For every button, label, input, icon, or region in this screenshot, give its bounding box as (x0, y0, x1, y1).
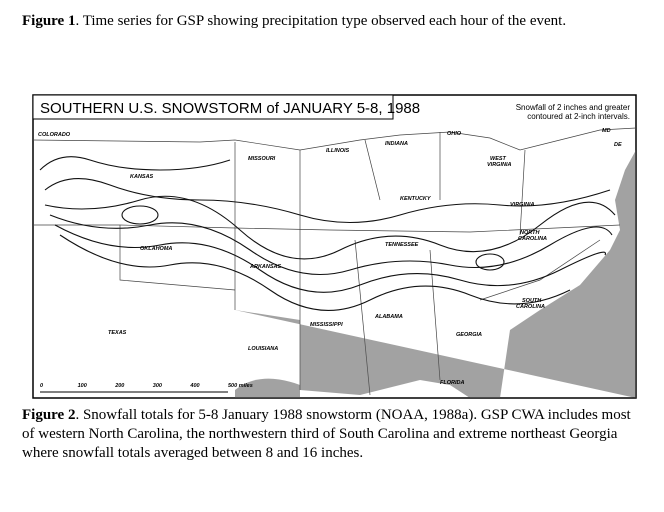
figure-label: Figure 1 (22, 13, 76, 29)
state-label-line: SOUTH (522, 298, 542, 304)
contour (54, 224, 606, 293)
state-label: COLORADO (38, 132, 71, 138)
figure1-caption: Figure 1. Time series for GSP showing pr… (22, 12, 642, 31)
state-label: KENTUCKY (400, 196, 432, 202)
scale-label: 100 (78, 383, 87, 389)
state-label-line: CAROLINA (518, 236, 547, 242)
contour (39, 156, 231, 171)
contour (44, 178, 611, 223)
state-label: GEORGIA (456, 332, 482, 338)
state-label: TENNESSEE (385, 242, 419, 248)
state-label: FLORIDA (440, 380, 464, 386)
state-label: LOUISIANA (248, 346, 278, 352)
scale-label: 200 (114, 383, 124, 389)
state-label: WEST VIRGINIA (487, 156, 511, 168)
figure-label: Figure 2 (22, 407, 76, 423)
figure2-caption: Figure 2. Snowfall totals for 5-8 Januar… (22, 406, 642, 463)
scale-label: 0 (40, 383, 43, 389)
state-label: OKLAHOMA (140, 246, 172, 252)
state-label-line: NORTH (520, 230, 540, 236)
state-label: KANSAS (130, 174, 154, 180)
contour (44, 195, 616, 260)
note-line: Snowfall of 2 inches and greater (516, 103, 631, 112)
boundary (32, 127, 637, 151)
note-line: contoured at 2-inch intervals. (527, 112, 630, 121)
state-label-line: VIRGINIA (487, 162, 511, 168)
ocean (235, 150, 636, 398)
state-label: DE (614, 142, 622, 148)
state-label: OHIO (447, 131, 462, 137)
caption-text: . Time series for GSP showing precipitat… (75, 13, 567, 29)
title-box (32, 94, 394, 120)
state-label: INDIANA (385, 141, 408, 147)
state-label-line: WEST (490, 156, 507, 162)
state-label: NORTH CAROLINA (518, 230, 547, 242)
scale-label: 300 (153, 383, 162, 389)
state-label: MISSOURI (248, 156, 276, 162)
contour (475, 253, 505, 271)
state-label-line: CAROLINA (516, 304, 545, 310)
state-label: ARKANSAS (249, 264, 282, 270)
caption-text: . Snowfall totals for 5-8 January 1988 s… (22, 407, 631, 461)
state-label: SOUTH CAROLINA (516, 298, 545, 310)
scale-labels: 0 100 200 300 400 500 miles (40, 383, 253, 389)
state-label: MD (602, 128, 611, 134)
boundary (33, 224, 621, 233)
state-label: ALABAMA (374, 314, 403, 320)
map-note: Snowfall of 2 inches and greater contoure… (516, 103, 631, 121)
contour (49, 214, 613, 276)
state-label: VIRGINIA (510, 202, 534, 208)
contour (121, 205, 159, 225)
scale-label: 400 (189, 383, 199, 389)
scale-label: 500 miles (228, 383, 253, 389)
state-label: TEXAS (108, 330, 127, 336)
state-label: ILLINOIS (326, 148, 350, 154)
state-label: MISSISSIPPI (310, 322, 343, 328)
map-title: SOUTHERN U.S. SNOWSTORM of JANUARY 5-8, … (40, 100, 420, 117)
gulf (235, 378, 300, 398)
contour (59, 234, 571, 311)
